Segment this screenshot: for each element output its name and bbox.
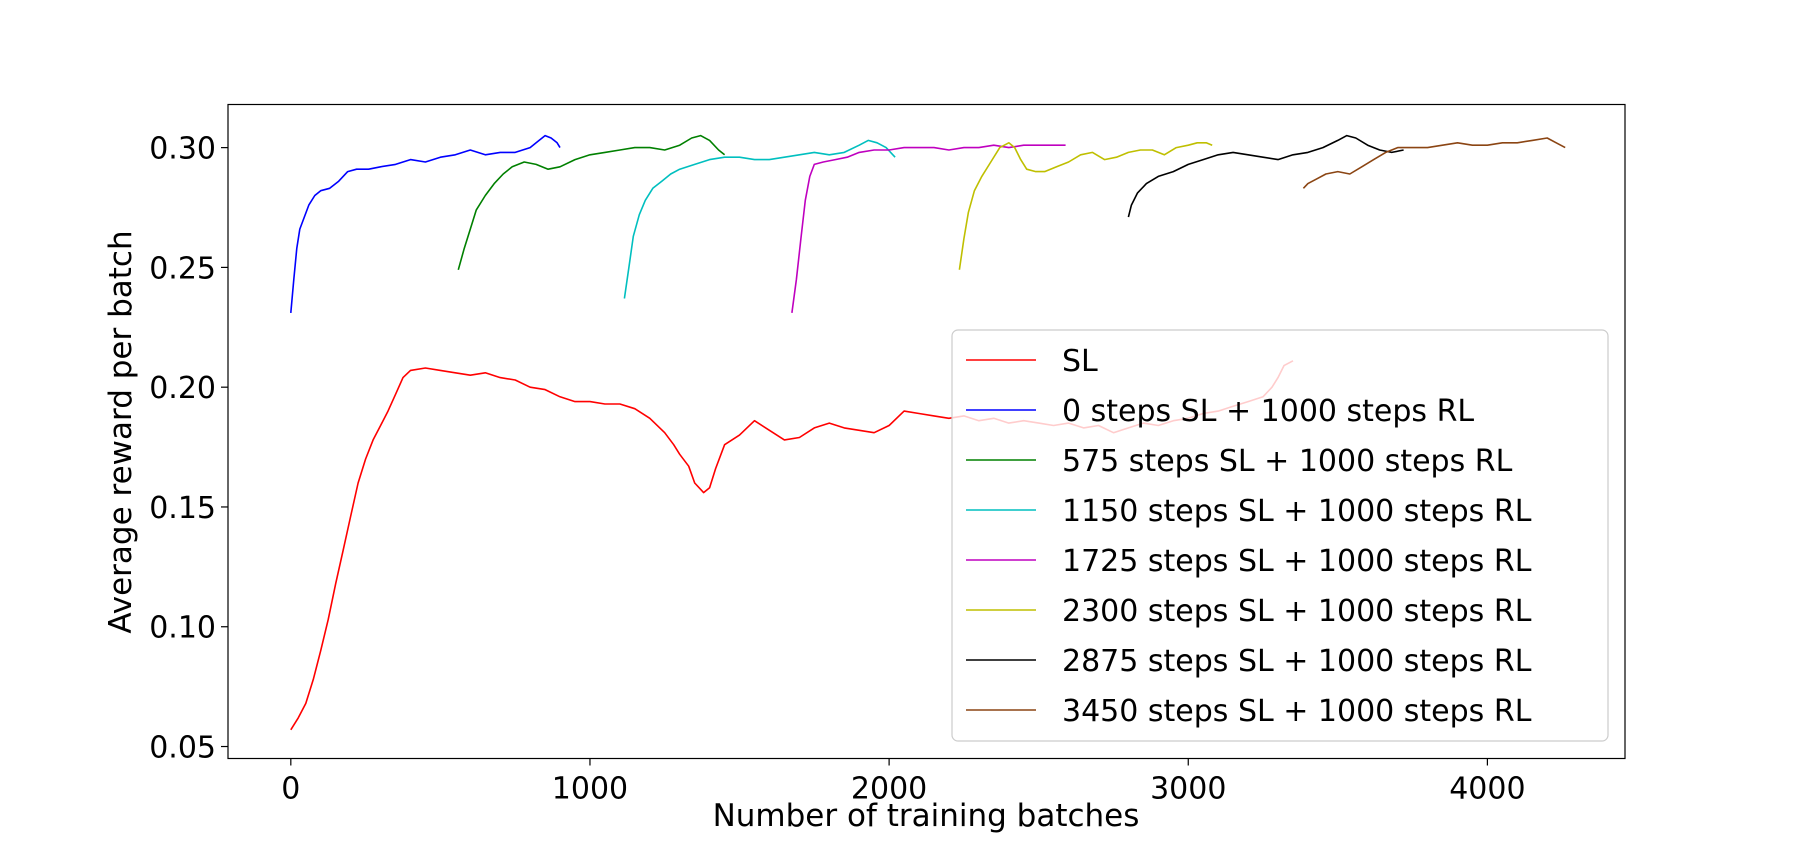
x-axis-ticks: 0 1000 2000 3000 4000	[281, 758, 1526, 807]
x-axis-title: Number of training batches	[713, 798, 1140, 834]
y-tick-label-5: 0.30	[149, 132, 216, 167]
y-tick-label-0: 0.05	[149, 731, 216, 766]
x-tick-label-1: 1000	[552, 772, 628, 807]
y-tick-label-2: 0.15	[149, 491, 216, 526]
x-tick-label-4: 4000	[1449, 772, 1525, 807]
y-axis-ticks: 0.05 0.10 0.15 0.20 0.25 0.30	[149, 132, 228, 766]
legend-label-2: 575 steps SL + 1000 steps RL	[1062, 444, 1513, 479]
legend-label-5: 2300 steps SL + 1000 steps RL	[1062, 594, 1532, 629]
y-tick-label-3: 0.20	[149, 371, 216, 406]
series-line-4	[791, 144, 1066, 314]
plot-area-frame	[227, 103, 1626, 760]
legend-label-0: SL	[1062, 344, 1098, 379]
x-tick-label-0: 0	[281, 772, 300, 807]
series-line-5	[958, 142, 1213, 270]
series-line-1	[290, 134, 561, 313]
series-line-7	[1302, 137, 1566, 189]
legend-label-6: 2875 steps SL + 1000 steps RL	[1062, 644, 1532, 679]
legend-box	[951, 329, 1609, 742]
series-line-6	[1127, 134, 1404, 218]
series-line-3	[623, 139, 896, 299]
y-tick-label-4: 0.25	[149, 251, 216, 286]
y-tick-label-1: 0.10	[149, 611, 216, 646]
x-tick-label-2: 2000	[851, 772, 927, 807]
legend-label-1: 0 steps SL + 1000 steps RL	[1062, 394, 1474, 429]
legend-label-4: 1725 steps SL + 1000 steps RL	[1062, 544, 1532, 579]
legend: SL 0 steps SL + 1000 steps RL 575 steps SL…	[951, 329, 1609, 742]
legend-label-3: 1150 steps SL + 1000 steps RL	[1062, 494, 1532, 529]
legend-label-7: 3450 steps SL + 1000 steps RL	[1062, 694, 1532, 729]
x-tick-label-3: 3000	[1150, 772, 1226, 807]
y-axis-title: Average reward per batch	[103, 230, 139, 633]
series-line-2	[457, 134, 726, 271]
